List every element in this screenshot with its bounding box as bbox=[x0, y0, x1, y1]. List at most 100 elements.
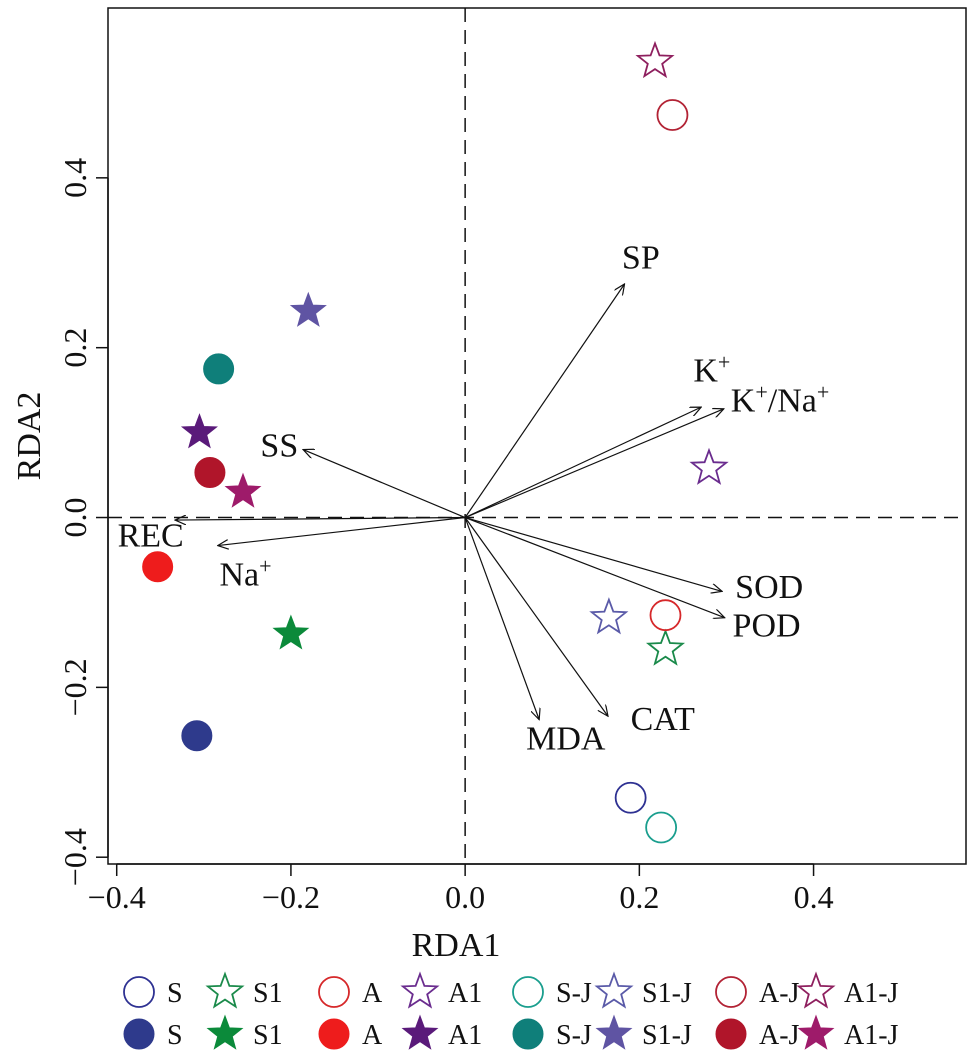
legend-label: A-J bbox=[759, 1020, 800, 1051]
arrow-label-ss: SS bbox=[260, 427, 298, 464]
y-tick-label: −0.2 bbox=[57, 658, 93, 716]
arrow-mda bbox=[464, 517, 539, 720]
legend-item-a1-open: A1 bbox=[400, 971, 482, 1009]
legend-label: S1 bbox=[253, 978, 283, 1009]
arrow-sp bbox=[464, 284, 624, 518]
point-s1-open-star bbox=[645, 628, 686, 666]
y-tick-label: 0.4 bbox=[57, 158, 93, 198]
legend-label: A-J bbox=[759, 978, 800, 1009]
point-a1-j-open-star bbox=[635, 40, 675, 79]
arrow-label-k-na: K+/Na+ bbox=[731, 379, 830, 420]
legend-label: A1-J bbox=[844, 978, 899, 1009]
arrow-ss bbox=[303, 450, 466, 519]
legend-label: S1-J bbox=[642, 978, 692, 1009]
y-tick-label: −0.4 bbox=[57, 828, 93, 886]
point-a1-j-filled-star bbox=[224, 472, 262, 508]
legend-swatch-s-j-filled bbox=[512, 1018, 544, 1050]
legend-label: S bbox=[167, 1020, 183, 1051]
legend-swatch-s1-j-open bbox=[594, 971, 634, 1009]
legend-label: S-J bbox=[556, 978, 592, 1009]
point-s-filled-circle bbox=[181, 720, 213, 752]
arrow-rec bbox=[175, 518, 466, 521]
legend-swatch-s1-open bbox=[205, 971, 245, 1009]
legend-item-a-j-filled: A-J bbox=[715, 1018, 800, 1051]
legend-swatch-a1-j-open bbox=[796, 971, 836, 1009]
legend-swatch-s1-j-filled bbox=[595, 1014, 633, 1050]
legend-label: S bbox=[167, 978, 183, 1009]
legend-item-s1-j-filled: S1-J bbox=[595, 1014, 692, 1051]
point-s1-j-filled-star bbox=[289, 291, 327, 327]
legend-swatch-a-open bbox=[318, 976, 350, 1008]
point-a1-open-star bbox=[689, 447, 729, 485]
legend-item-s-j-filled: S-J bbox=[512, 1018, 592, 1051]
legend-label: A bbox=[362, 1020, 383, 1051]
legend-label: S-J bbox=[556, 1020, 592, 1051]
legend-swatch-a-j-filled bbox=[715, 1018, 747, 1050]
legend-item-a-j-open: A-J bbox=[715, 976, 800, 1009]
point-a-j-open-circle bbox=[656, 99, 689, 131]
legend-swatch-a1-j-filled bbox=[797, 1014, 835, 1050]
arrow-label-mda: MDA bbox=[526, 720, 606, 757]
point-s1-j-open-star bbox=[589, 597, 629, 635]
legend-swatch-s-filled bbox=[123, 1018, 155, 1050]
legend-item-s1-j-open: S1-J bbox=[594, 971, 692, 1009]
legend-label: A1 bbox=[448, 1020, 482, 1051]
legend-label: A bbox=[362, 978, 383, 1009]
axes: −0.4 −0.2 0.0 0.2 0.4 −0.4 −0.2 0.0 0.2 0.4 bbox=[57, 158, 834, 915]
point-s-open-circle bbox=[614, 781, 647, 814]
zero-lines bbox=[108, 8, 966, 864]
y-axis-label: RDA2 bbox=[11, 392, 48, 481]
legend-swatch-a-filled bbox=[318, 1018, 350, 1050]
arrow-k-na bbox=[464, 409, 724, 519]
x-tick-label: −0.2 bbox=[262, 879, 320, 915]
legend-item-a-open: A bbox=[318, 976, 383, 1009]
legend-item-s1-filled: S1 bbox=[206, 1014, 283, 1051]
x-axis-label: RDA1 bbox=[412, 927, 501, 964]
legend-swatch-s1-filled bbox=[206, 1014, 244, 1050]
arrow-label-cat: CAT bbox=[631, 701, 695, 738]
legend-item-s1-open: S1 bbox=[205, 971, 283, 1009]
legend-label: A1-J bbox=[844, 1020, 899, 1051]
x-tick-label: 0.0 bbox=[445, 879, 485, 915]
legend-label: S1-J bbox=[642, 1020, 692, 1051]
legend-label: S1 bbox=[253, 1020, 283, 1051]
legend-item-s-j-open: S-J bbox=[512, 976, 592, 1009]
point-s-j-filled-circle bbox=[203, 353, 235, 385]
arrow-label-na: Na+ bbox=[219, 553, 271, 594]
legend: S S1 A A1 S-J S1-J A-J A1-J S S1 A A1 S-J S1-J A-J A1-J bbox=[123, 971, 899, 1051]
legend-item-a1-j-open: A1-J bbox=[796, 971, 899, 1009]
arrow-k bbox=[464, 407, 701, 519]
legend-item-s-open: S bbox=[123, 976, 183, 1009]
arrow-pod bbox=[464, 516, 725, 618]
arrow-label-sod: SOD bbox=[735, 569, 803, 606]
legend-item-s-filled: S bbox=[123, 1018, 183, 1051]
x-tick-label: −0.4 bbox=[88, 879, 146, 915]
x-tick-label: 0.4 bbox=[794, 879, 834, 915]
legend-swatch-s-j-open bbox=[512, 976, 544, 1008]
point-s-j-open-circle bbox=[645, 811, 678, 844]
point-a-open-circle bbox=[649, 599, 682, 632]
y-tick-label: 0.2 bbox=[57, 328, 93, 368]
point-a-j-filled-circle bbox=[194, 457, 226, 489]
legend-item-a1-j-filled: A1-J bbox=[797, 1014, 899, 1051]
legend-label: A1 bbox=[448, 978, 482, 1009]
arrow-label-sp: SP bbox=[622, 240, 660, 277]
point-a-filled-circle bbox=[142, 551, 174, 583]
arrow-cat bbox=[464, 517, 608, 717]
legend-item-a-filled: A bbox=[318, 1018, 383, 1051]
arrow-label-pod: POD bbox=[733, 607, 801, 644]
point-a1-filled-star bbox=[180, 413, 218, 449]
arrow-na bbox=[218, 516, 466, 546]
point-s1-filled-star bbox=[272, 614, 310, 650]
y-tick-label: 0.0 bbox=[57, 498, 93, 538]
legend-item-a1-filled: A1 bbox=[401, 1014, 482, 1051]
arrow-sod bbox=[464, 516, 722, 592]
sample-points bbox=[142, 40, 729, 844]
legend-swatch-s-open bbox=[123, 976, 155, 1008]
arrow-label-rec: REC bbox=[118, 517, 184, 554]
legend-swatch-a-j-open bbox=[715, 976, 747, 1008]
legend-swatch-a1-open bbox=[400, 971, 440, 1009]
arrow-label-k: K+ bbox=[693, 349, 730, 390]
